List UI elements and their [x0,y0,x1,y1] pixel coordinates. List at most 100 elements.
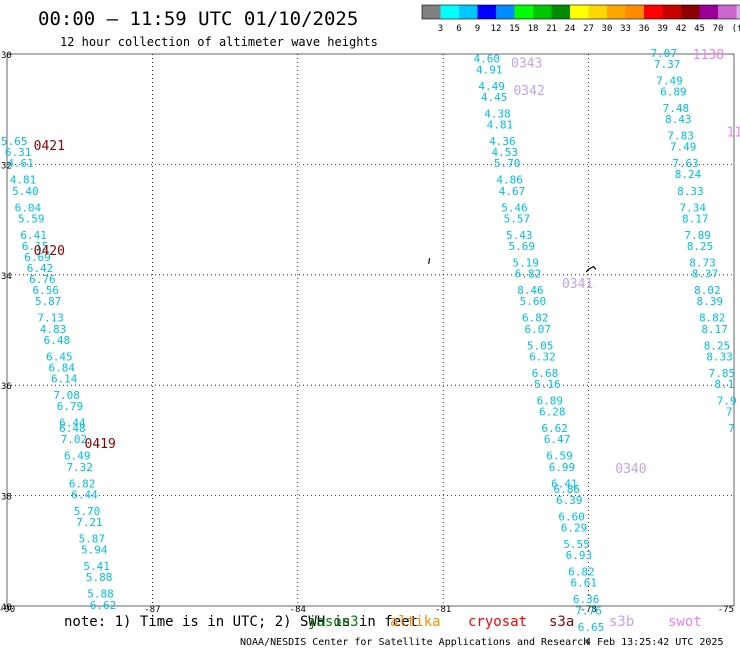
pass-time-label: 0343 [511,56,542,71]
swh-value: 7.49 [656,74,683,87]
swh-value: 8.46 [517,284,544,297]
pass-time-label: 0340 [615,462,646,477]
swh-value: 4.61 [7,157,34,170]
swh-value: 4.49 [478,80,505,93]
colorbar-swatch [662,5,681,19]
swh-value: 6.82 [515,268,542,281]
swh-value: 4.91 [476,63,503,76]
pass-time-label: 0421 [34,139,65,154]
colorbar-swatch [514,5,533,19]
swh-value: 6.76 [29,273,56,286]
lon-tick-label: -78 [580,605,596,615]
swh-value: 6.31 [5,146,32,159]
swh-value: 6.32 [529,350,556,363]
swh-value: 6.89 [660,85,687,98]
colorbar-swatch [699,5,718,19]
swh-value: 6.29 [561,521,588,534]
altimeter-tracks: 5.656.314.614.815.406.045.596.416.156.69… [1,47,737,634]
swh-value: 6.56 [33,284,60,297]
swh-value: 5.69 [508,240,535,253]
colorbar-tick-label: 39 [657,24,668,34]
swh-value: 7.63 [672,157,699,170]
colorbar-tick-label: 12 [491,24,502,34]
swh-value: 7.9 [717,395,737,408]
satellite-legend-item: s3a [549,614,574,630]
lat-tick-label: 40 [1,603,12,613]
lat-tick-label: 34 [1,272,12,282]
swh-value: 7 [726,406,733,419]
swh-value: 7.02 [61,433,88,446]
swh-value: 6.44 [71,488,98,501]
swh-value: 5.88 [86,571,113,584]
swh-value: 6.14 [51,372,78,385]
page-title: 00:00 — 11:59 UTC 01/10/2025 [38,8,358,30]
swh-value: 8.17 [701,323,728,336]
colorbar-tick-label: 24 [565,24,576,34]
colorbar-tick-label: 15 [509,24,520,34]
swh-value: 8.1 [714,378,734,391]
satellite-legend-item: cryosat [468,614,527,630]
colorbar-swatch [588,5,607,19]
colorbar-tick-label: 27 [583,24,594,34]
swh-value: 8.17 [682,212,709,225]
swh-value: 6.44 [59,417,86,430]
swh-value: 7 [728,422,735,435]
pass-time-label: 0342 [513,84,544,99]
colorbar-swatch [644,5,663,19]
page-subtitle: 12 hour collection of altimeter wave hei… [60,35,378,49]
pass-time-label: 0419 [85,437,116,452]
swh-value: 7.89 [684,229,711,242]
swh-value: 4.81 [10,174,37,187]
swh-value: 6.93 [566,549,593,562]
swh-value: 5.19 [512,257,539,270]
swh-value: 7.13 [37,312,64,325]
swh-value: 5.43 [506,229,533,242]
swh-value: 6.49 [64,450,91,463]
colorbar-tick-label: 70 [713,24,724,34]
swh-value: 6.60 [558,510,585,523]
axis-labels: 30 32 34 36 38 40-90 -87 -84 -81 -78 -75 [0,51,734,615]
swh-value: 8.24 [675,168,702,181]
swh-value: 6.89 [537,395,564,408]
pass-time-label: 0341 [562,277,593,292]
swh-value: 5.46 [501,201,528,214]
swh-value: 6.48 [44,334,71,347]
swh-value: 7.32 [66,461,93,474]
colorbar-swatch [718,5,737,19]
lat-tick-label: 30 [1,51,12,61]
swh-value: 6.65 [578,621,605,634]
swh-value: 6.62 [90,599,117,612]
swh-value: 5.41 [83,560,110,573]
swh-value: 7.21 [76,516,103,529]
swh-value: 7.37 [654,58,681,71]
pass-time-labels: 0421 0420 0419 0343 0342 0341 0340 1138 1139 [34,48,740,477]
swh-value: 6.82 [69,477,96,490]
swh-value: 5.60 [520,295,547,308]
footer-note: note: 1) Time is in UTC; 2) SWH is in fe… [64,614,418,630]
swh-value: 6.15 [22,240,49,253]
swh-value: 5.05 [527,339,554,352]
swh-value: 7.83 [667,130,694,143]
swh-value: 6.86 [554,483,581,496]
swh-value: 5.70 [74,505,101,518]
swh-value: 7.49 [670,141,697,154]
swh-value: 6.79 [57,400,84,413]
colorbar-swatch [625,5,644,19]
colorbar-tick-label: 3 [438,24,443,34]
swh-value: 6.07 [524,323,551,336]
swh-value: 4.38 [484,107,511,120]
swh-value: 6.48 [59,422,86,435]
colorbar-tick-label: 36 [639,24,650,34]
satellite-legend-item: altika [390,614,441,630]
swh-value: 6.62 [541,422,568,435]
swh-value: 6.04 [15,201,42,214]
swh-value: 8.43 [665,113,692,126]
colorbar-tick-label: (ft) [732,24,740,34]
satellite-legend-item: jason3 [308,614,359,630]
swh-value: 6.69 [24,251,51,264]
swh-value: 5.94 [81,544,108,557]
colorbar-swatch [551,5,570,19]
swh-value: 5.70 [494,157,521,170]
colorbar-swatch [459,5,478,19]
